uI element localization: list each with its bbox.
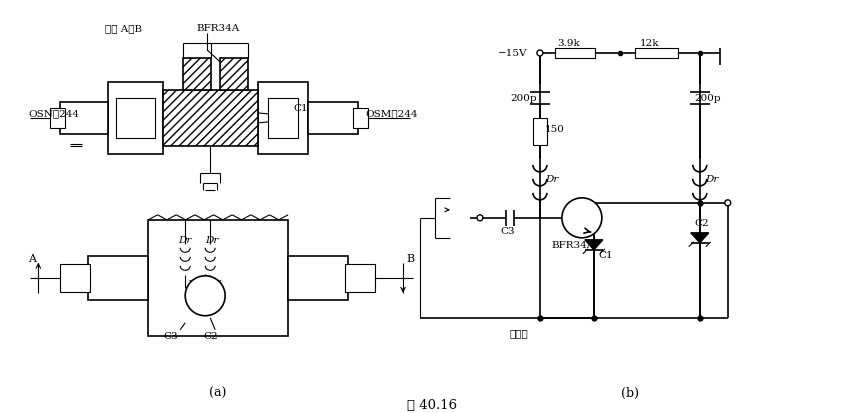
Text: Dr: Dr: [705, 175, 718, 184]
Text: 200p: 200p: [510, 94, 537, 103]
Bar: [220, 59, 248, 91]
Text: (a): (a): [209, 386, 227, 399]
Bar: [533, 119, 547, 145]
Bar: [108, 83, 163, 154]
Text: 150: 150: [545, 125, 565, 134]
Text: A: A: [29, 253, 36, 263]
Text: 200p: 200p: [695, 94, 721, 103]
Text: Dr: Dr: [205, 236, 219, 245]
Text: C3: C3: [500, 227, 515, 236]
Bar: [183, 59, 211, 91]
Circle shape: [562, 198, 602, 238]
Text: C3: C3: [163, 331, 178, 340]
Circle shape: [725, 200, 731, 206]
Polygon shape: [585, 240, 603, 250]
Text: 调谐线: 调谐线: [510, 328, 529, 337]
Bar: [308, 103, 358, 135]
Text: Dr: Dr: [178, 236, 192, 245]
Text: Dr: Dr: [545, 175, 558, 184]
Bar: [268, 99, 298, 138]
Text: C1: C1: [293, 104, 308, 113]
Text: −15V: −15V: [498, 49, 527, 58]
Bar: [60, 264, 90, 292]
Bar: [88, 256, 149, 300]
Circle shape: [185, 276, 226, 316]
Bar: [50, 109, 66, 128]
Text: OSN－244: OSN－244: [29, 109, 79, 118]
Text: 截面 A－B: 截面 A－B: [105, 24, 143, 33]
Text: 3.9k: 3.9k: [557, 39, 580, 48]
Bar: [258, 83, 308, 154]
Bar: [60, 103, 108, 135]
Circle shape: [477, 215, 483, 221]
Bar: [345, 264, 375, 292]
Bar: [163, 91, 258, 147]
Text: (b): (b): [621, 386, 638, 399]
Bar: [149, 220, 288, 336]
Circle shape: [537, 51, 543, 57]
Text: 图 40.16: 图 40.16: [407, 398, 457, 411]
Text: BFR34A: BFR34A: [196, 24, 239, 33]
Text: B: B: [406, 253, 414, 263]
Bar: [117, 99, 156, 138]
Polygon shape: [691, 233, 708, 243]
Text: BFR34A: BFR34A: [552, 241, 595, 250]
Text: C2: C2: [695, 219, 709, 228]
Text: C1: C1: [599, 251, 613, 260]
Text: C2: C2: [203, 331, 218, 340]
Bar: [635, 49, 677, 59]
Bar: [353, 109, 368, 128]
Text: 12k: 12k: [640, 39, 659, 48]
Bar: [288, 256, 348, 300]
Bar: [555, 49, 595, 59]
Text: OSM－244: OSM－244: [365, 109, 417, 118]
